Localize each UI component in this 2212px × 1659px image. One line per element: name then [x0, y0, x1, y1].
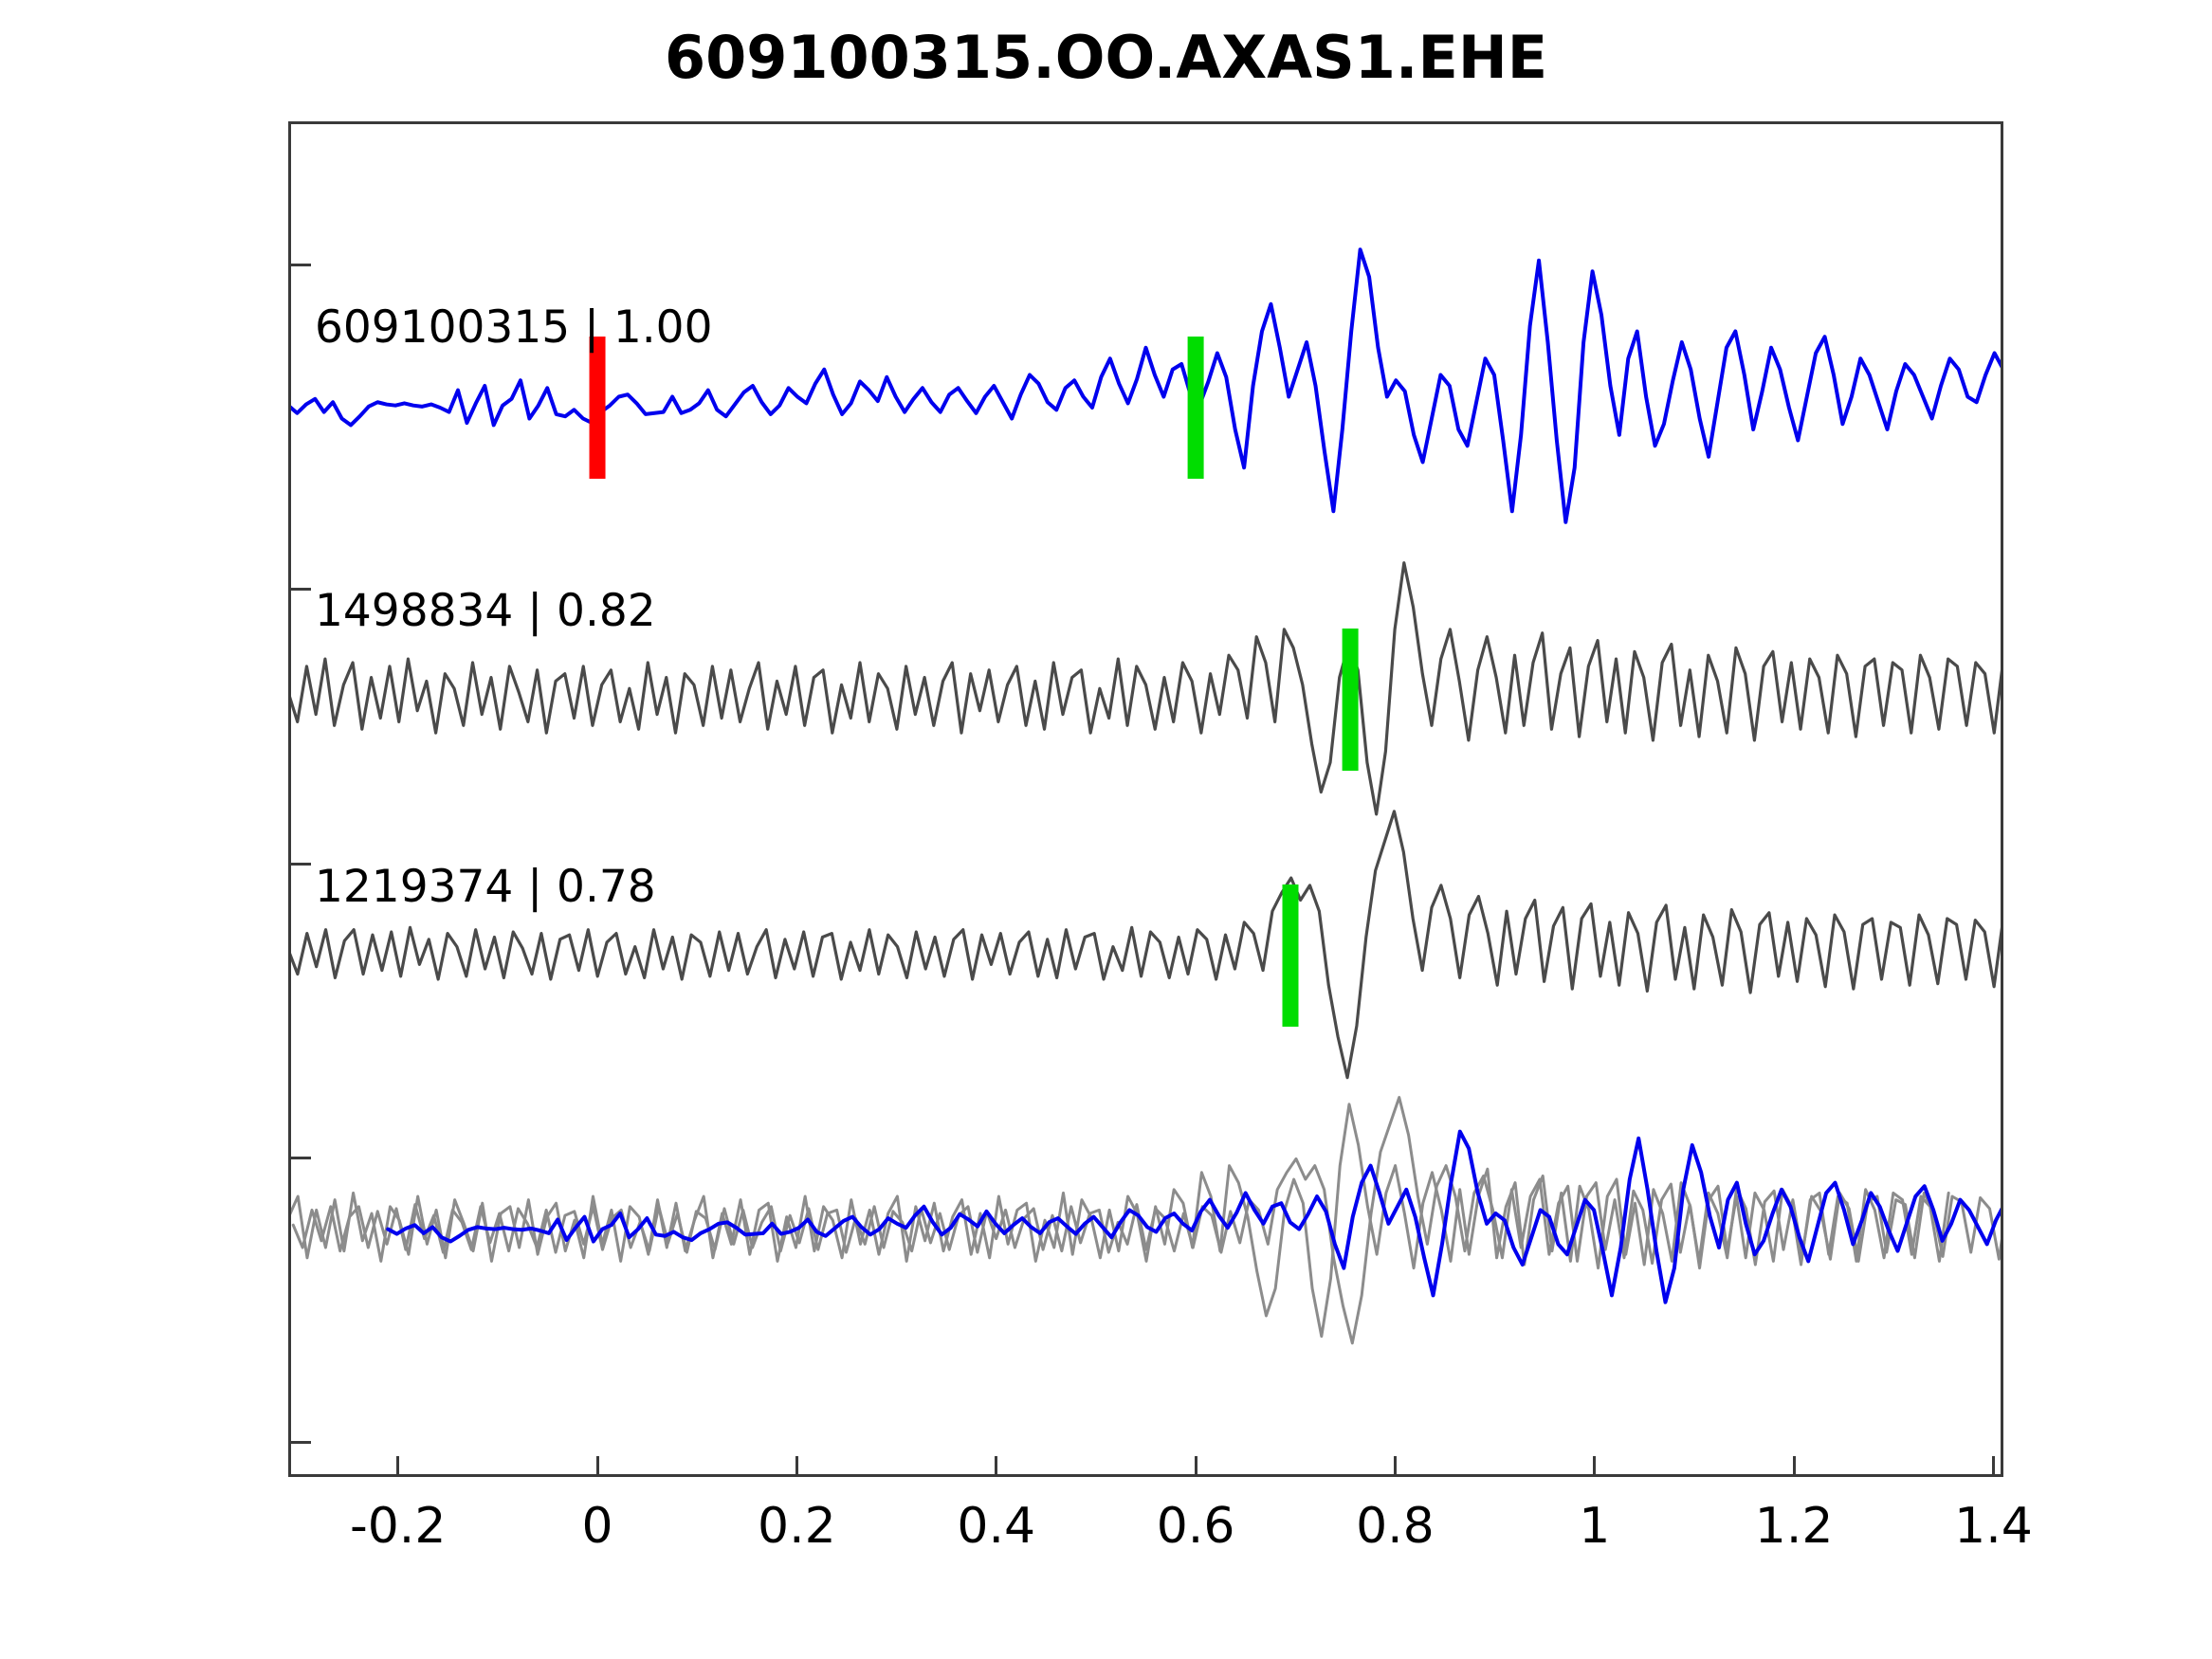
- x-axis-tick-mark: [1792, 1456, 1796, 1477]
- waveform-trace-1219374: [288, 810, 2003, 1080]
- overlay-trace-609100315: [386, 1129, 2003, 1304]
- x-axis-tick-mark: [595, 1456, 599, 1477]
- x-axis-tick-label: 0.8: [1356, 1498, 1435, 1555]
- y-axis-tick-mark: [288, 1157, 311, 1159]
- x-axis-tick-mark: [795, 1456, 798, 1477]
- waveform-trace-1498834: [288, 561, 2003, 816]
- detection-pick-marker: [1282, 884, 1299, 1027]
- trace-label-609100315: 609100315 | 1.00: [315, 301, 713, 354]
- x-axis-tick-mark: [995, 1456, 998, 1477]
- detection-pick-marker: [1342, 629, 1359, 771]
- x-axis-tick-mark: [1194, 1456, 1197, 1477]
- y-axis-tick-mark: [288, 588, 311, 591]
- x-axis-tick-label: 1.4: [1954, 1498, 2033, 1555]
- x-axis-tick-mark: [396, 1456, 400, 1477]
- origin-pick-marker: [589, 337, 606, 479]
- x-axis-tick-label: 0: [581, 1498, 613, 1555]
- trace-label-1498834: 1498834 | 0.82: [315, 585, 656, 637]
- waveform-canvas: [288, 247, 2003, 1345]
- page-title: 609100315.OO.AXAS1.EHE: [664, 23, 1548, 92]
- y-axis-tick-mark: [288, 863, 311, 866]
- trace-label-1219374: 1219374 | 0.78: [315, 861, 656, 913]
- y-axis-tick-mark: [288, 1441, 311, 1444]
- x-axis-tick-label: 0.4: [957, 1498, 1036, 1555]
- detection-pick-marker: [1187, 337, 1204, 479]
- overlay-trace-1498834: [288, 1103, 1950, 1339]
- x-axis-tick-label: -0.2: [349, 1498, 447, 1555]
- x-axis-tick-mark: [1593, 1456, 1597, 1477]
- x-axis-tick-label: 1: [1579, 1498, 1611, 1555]
- y-axis-tick-mark: [288, 264, 311, 266]
- x-axis-tick-mark: [1991, 1456, 1995, 1477]
- x-axis-tick-label: 0.6: [1156, 1498, 1235, 1555]
- x-axis-tick-label: 1.2: [1754, 1498, 1834, 1555]
- x-axis-tick-mark: [1393, 1456, 1397, 1477]
- waveform-trace-609100315: [288, 247, 2003, 524]
- x-axis-tick-label: 0.2: [758, 1498, 836, 1555]
